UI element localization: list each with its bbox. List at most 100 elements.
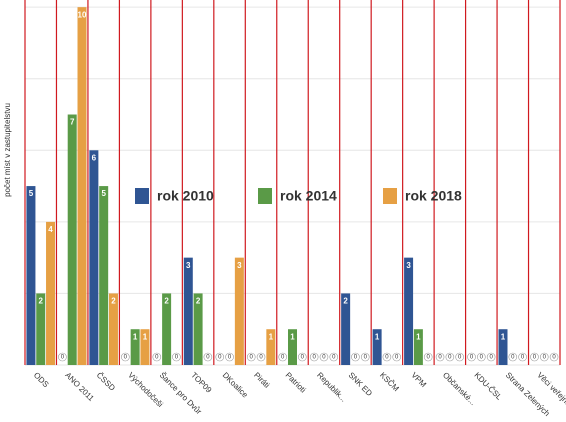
zero-badge <box>467 352 476 362</box>
data-label: 0 <box>175 355 179 361</box>
x-tick-label: Republik... <box>315 371 348 404</box>
zero-badge <box>121 352 130 362</box>
data-label: 0 <box>332 355 336 361</box>
bar <box>67 114 77 366</box>
data-label: 0 <box>427 355 431 361</box>
zero-badge <box>360 352 370 362</box>
data-label: 0 <box>61 355 65 361</box>
bar <box>234 257 244 365</box>
zero-badge <box>172 352 181 362</box>
x-tick-label: KDU-ČSL <box>472 371 504 403</box>
bar <box>341 293 351 365</box>
data-label: 0 <box>480 355 484 361</box>
zero-badge <box>246 352 256 362</box>
zero-badge <box>382 352 392 362</box>
data-label: 0 <box>385 355 389 361</box>
bar <box>404 257 414 365</box>
data-label: 3 <box>406 261 411 270</box>
bar <box>26 186 36 365</box>
zero-badge <box>549 352 559 362</box>
bar <box>266 329 276 365</box>
legend-label: rok 2014 <box>280 188 337 204</box>
data-label: 0 <box>312 355 316 361</box>
zero-badge <box>203 352 213 362</box>
zero-badge <box>225 352 234 362</box>
x-tick-label: ODS <box>32 371 51 390</box>
data-label: 7 <box>70 118 75 127</box>
zero-badge <box>518 352 527 362</box>
legend-swatch <box>258 188 272 204</box>
data-label: 0 <box>218 355 222 361</box>
data-label: 5 <box>29 189 34 198</box>
data-label: 0 <box>543 355 547 361</box>
data-label: 4 <box>48 225 53 234</box>
data-label: 0 <box>155 355 159 361</box>
data-label: 0 <box>281 355 285 361</box>
data-label: 0 <box>552 355 556 361</box>
data-label: 10 <box>78 10 87 19</box>
zero-badge <box>278 352 288 362</box>
data-label: 0 <box>124 355 128 361</box>
data-label: 0 <box>250 355 254 361</box>
data-label: 0 <box>322 355 326 361</box>
legend-label: rok 2010 <box>157 188 214 204</box>
bar <box>89 150 99 365</box>
data-label: 2 <box>39 297 44 306</box>
legend-swatch <box>383 188 397 204</box>
data-label: 1 <box>133 332 138 341</box>
x-tick-label: Patrioti <box>284 371 308 395</box>
data-label: 2 <box>111 297 116 306</box>
bar <box>372 329 382 365</box>
x-tick-label: ČSSD <box>95 371 117 393</box>
zero-badge <box>256 352 266 362</box>
zero-badge <box>445 352 455 362</box>
data-label: 0 <box>301 355 305 361</box>
zero-badge <box>351 352 360 362</box>
y-axis-label: počet míst v zastupitelstvu <box>3 103 12 197</box>
data-label: 1 <box>416 332 421 341</box>
data-label: 0 <box>259 355 263 361</box>
data-label: 0 <box>511 355 515 361</box>
data-label: 1 <box>143 332 148 341</box>
data-label: 2 <box>343 297 348 306</box>
data-label: 0 <box>458 355 462 361</box>
bar <box>77 7 87 366</box>
zero-badge <box>530 352 539 362</box>
zero-badge <box>309 352 319 362</box>
bar <box>36 293 46 365</box>
zero-badge <box>477 352 486 362</box>
zero-badge <box>486 352 496 362</box>
data-label: 0 <box>206 355 210 361</box>
data-label: 0 <box>354 355 358 361</box>
bar <box>46 221 56 365</box>
bar <box>183 257 193 365</box>
data-label: 2 <box>196 297 201 306</box>
zero-badge <box>215 352 225 362</box>
zero-badge <box>329 352 339 362</box>
legend-swatch <box>135 188 149 204</box>
x-tick-label: DKoalice <box>221 371 250 400</box>
data-label: 6 <box>92 153 97 162</box>
zero-badge <box>58 352 67 362</box>
zero-badge <box>423 352 433 362</box>
zero-badge <box>297 352 307 362</box>
zero-badge <box>435 352 445 362</box>
zero-badge <box>455 352 464 362</box>
data-label: 3 <box>237 261 242 270</box>
data-label: 0 <box>489 355 493 361</box>
x-tick-label: SNK ED <box>347 371 375 399</box>
x-tick-label: KSČM <box>378 371 401 394</box>
x-tick-label: ANO 2011 <box>63 371 96 404</box>
x-tick-label: TOP09 <box>189 371 214 396</box>
bar <box>193 293 203 365</box>
data-label: 1 <box>375 332 380 341</box>
data-label: 5 <box>101 189 106 198</box>
bar <box>288 329 297 365</box>
bar <box>498 329 508 365</box>
bar <box>130 329 140 365</box>
data-label: 0 <box>448 355 452 361</box>
zero-badge <box>319 352 329 362</box>
bar <box>108 293 118 365</box>
bar <box>99 186 109 365</box>
